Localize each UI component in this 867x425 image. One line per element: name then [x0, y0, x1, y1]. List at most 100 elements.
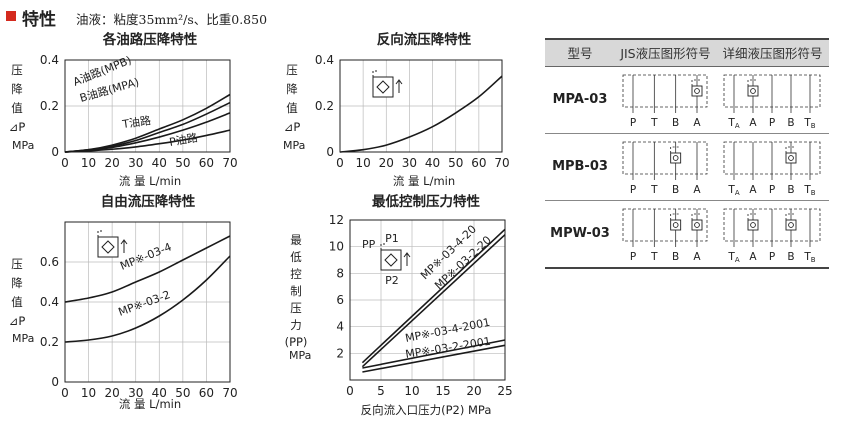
- y-tick-label: 0.4: [315, 53, 334, 67]
- y-tick-label: 0.2: [315, 99, 334, 113]
- y-axis-unit: MPa: [289, 349, 311, 362]
- series-label: T油路: [120, 113, 151, 131]
- check-ball-icon: [788, 154, 794, 161]
- y-axis-unit: MPa: [12, 139, 34, 152]
- x-tick-label: 0: [61, 156, 69, 170]
- detail-hydraulic-symbol-icon: TA A P B TB: [723, 208, 821, 264]
- series-line: [362, 339, 506, 369]
- x-tick-label: 10: [404, 384, 419, 398]
- detail-symbol-cell: TA A P B TB: [716, 133, 829, 200]
- port-label: P: [769, 117, 775, 129]
- x-tick-label: 0: [346, 384, 354, 398]
- detail-hydraulic-symbol-icon: TA A P B TB: [723, 141, 821, 197]
- check-valve-box: [691, 85, 703, 96]
- x-tick-label: 25: [497, 384, 512, 398]
- y-tick-label: 0.4: [40, 53, 59, 67]
- y-axis-unit: MPa: [12, 332, 34, 345]
- x-tick-label: 70: [222, 386, 237, 400]
- col-jis-symbol: JIS液压图形符号: [620, 46, 711, 62]
- check-valve-box: [785, 219, 797, 230]
- col-detail-symbol: 详细液压图形符号: [722, 46, 823, 62]
- series-label: MP※-03-4: [118, 240, 173, 272]
- detail-hydraulic-symbol-icon: TA A P B TB: [723, 74, 821, 130]
- y-tick-label: 2: [336, 346, 344, 360]
- port-label: TA: [727, 251, 739, 264]
- port-label: P: [630, 184, 636, 196]
- chart-title: 自由流压降特性: [101, 193, 196, 210]
- check-valve-symbol-icon: [97, 230, 128, 258]
- check-valve-box: [747, 219, 759, 230]
- check-ball-icon: [672, 221, 679, 228]
- x-tick-label: 50: [175, 156, 190, 170]
- x-axis-label: 流 量 L/min: [119, 174, 181, 188]
- x-tick-label: 10: [356, 156, 371, 170]
- flow-arrow-icon: [120, 239, 128, 253]
- port-label: B: [672, 184, 679, 196]
- x-tick-label: 40: [425, 156, 440, 170]
- y-tick-label: 0.4: [40, 295, 59, 309]
- flow-arrow-icon: [403, 252, 411, 266]
- port-label: B: [672, 117, 679, 129]
- port-label: A: [749, 251, 757, 263]
- pilot-line: [670, 146, 681, 153]
- x-tick-label: 15: [435, 384, 450, 398]
- port-label: B: [787, 184, 794, 196]
- series-line: [64, 235, 231, 303]
- x-tick-label: 50: [175, 386, 190, 400]
- y-tick-label-zero: 0: [51, 375, 59, 389]
- pilot-line: [747, 213, 758, 220]
- table-header-row: 型号 JIS液压图形符号 详细液压图形符号: [545, 39, 829, 66]
- pilot-line: [691, 79, 702, 86]
- y-tick-label: 6: [336, 293, 344, 307]
- y-tick-label: 10: [329, 240, 344, 254]
- plot-frame: [339, 59, 503, 153]
- x-tick-label: 20: [105, 156, 120, 170]
- x-tick-label: 40: [152, 386, 167, 400]
- x-tick-label: 5: [377, 384, 385, 398]
- pilot-line: [747, 79, 758, 86]
- port-label: T: [650, 251, 658, 263]
- port-label-pp: PP: [362, 238, 376, 251]
- pilot-line: [785, 213, 796, 220]
- chart-title: 反向流压降特性: [377, 31, 472, 48]
- symbol-outline: [622, 208, 708, 241]
- port-label: B: [787, 117, 794, 129]
- symbol-outline: [622, 141, 708, 174]
- y-axis-unit: MPa: [283, 139, 305, 152]
- x-tick-label: 70: [222, 156, 237, 170]
- port-label: A: [693, 117, 701, 129]
- x-tick-label: 60: [199, 156, 214, 170]
- x-tick-label: 0: [61, 386, 69, 400]
- flow-arrow-icon: [395, 79, 403, 93]
- x-tick-label: 30: [402, 156, 417, 170]
- chart-min-pilot-pressure: 最低控制压力特性 0 5 10 15 20 25 2 4 6 8 10 12 最低控制压力(PP)MPa 反…: [285, 193, 513, 417]
- port-label-p2: P2: [385, 274, 399, 287]
- chart-title: 各油路压降特性: [102, 31, 198, 48]
- y-axis-label: 压降值⊿P: [284, 63, 301, 134]
- col-model: 型号: [567, 46, 593, 62]
- check-ball-icon: [750, 87, 756, 94]
- y-tick-label-zero: 0: [326, 145, 334, 159]
- check-ball-icon: [788, 221, 794, 228]
- check-ball: [376, 80, 390, 94]
- x-tick-label: 10: [81, 386, 96, 400]
- check-ball-icon: [750, 221, 756, 228]
- y-axis-label: 压降值⊿P: [9, 63, 26, 134]
- series-label: P油路: [168, 130, 199, 149]
- symbol-box: [372, 76, 394, 98]
- y-tick-label: 0.6: [40, 255, 59, 269]
- section-marker-icon: [6, 11, 16, 21]
- symbol-box: [380, 249, 402, 271]
- series-line: [64, 129, 231, 153]
- symbol-outline: [622, 74, 708, 107]
- pilot-line: [670, 213, 681, 220]
- x-tick-label: 20: [379, 156, 394, 170]
- x-tick-label: 20: [466, 384, 481, 398]
